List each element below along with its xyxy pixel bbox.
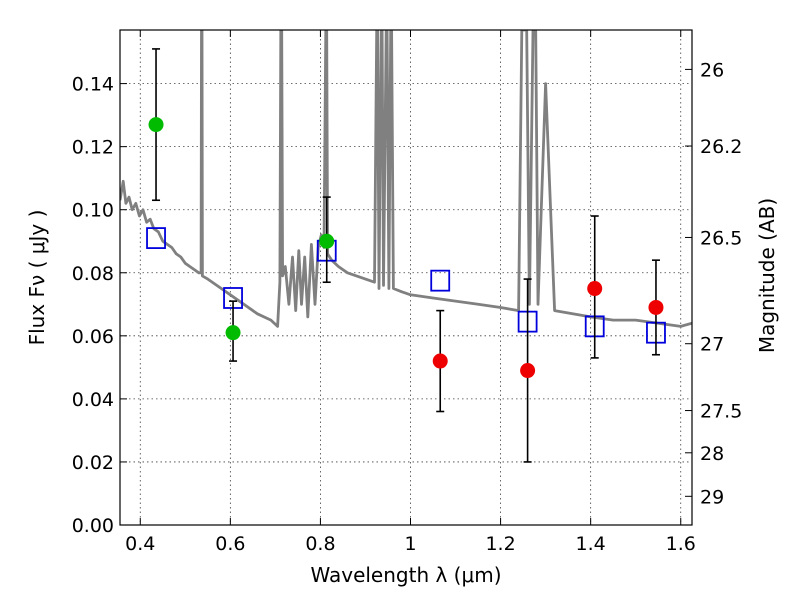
red-data-point bbox=[587, 281, 603, 297]
y-tick-label: 0.06 bbox=[72, 326, 114, 348]
x-tick-label: 0.4 bbox=[125, 533, 155, 555]
y-tick-label: 0.00 bbox=[72, 515, 114, 537]
y-tick-label: 0.02 bbox=[72, 452, 114, 474]
red-data-point bbox=[432, 353, 448, 369]
right-axis-tick-label: 27 bbox=[700, 334, 724, 356]
model-flux-square bbox=[430, 269, 451, 292]
right-axis-tick-label: 26.2 bbox=[700, 136, 742, 158]
right-axis-tick-label: 28 bbox=[700, 443, 724, 465]
x-tick-label: 0.8 bbox=[305, 533, 335, 555]
green-data-point bbox=[148, 117, 164, 133]
y-axis-title: Flux Fν ( μJy ) bbox=[25, 210, 49, 346]
x-tick-label: 1.6 bbox=[666, 533, 696, 555]
x-tick-label: 1 bbox=[404, 533, 416, 555]
axis-ticks: 0.4 0.6 0.8 1 1.2 1.4 1.6 0.00 0.02 0.04 0.06 0.08 0… bbox=[72, 30, 742, 555]
photometry-points bbox=[146, 48, 666, 463]
red-data-point bbox=[648, 299, 664, 315]
red-data-point bbox=[520, 363, 536, 379]
grid-lines bbox=[120, 30, 692, 526]
x-tick-label: 0.6 bbox=[215, 533, 245, 555]
y-tick-label: 0.12 bbox=[72, 137, 114, 159]
sed-model-line bbox=[120, 30, 692, 328]
plot-frame bbox=[119, 29, 693, 526]
model-flux-square bbox=[146, 227, 166, 249]
green-data-point bbox=[225, 325, 241, 341]
green-data-point bbox=[319, 233, 335, 249]
x-axis-title: Wavelength λ (μm) bbox=[310, 563, 501, 587]
right-axis-title: Magnitude (AB) bbox=[755, 198, 779, 353]
x-tick-label: 1.4 bbox=[576, 533, 606, 555]
y-tick-label: 0.04 bbox=[72, 389, 114, 411]
y-tick-label: 0.08 bbox=[72, 263, 114, 285]
right-axis-tick-label: 29 bbox=[700, 486, 724, 508]
y-tick-label: 0.14 bbox=[72, 74, 114, 96]
right-axis-tick-label: 26.5 bbox=[700, 227, 742, 249]
y-tick-label: 0.10 bbox=[72, 200, 114, 222]
sed-model-spectrum bbox=[120, 30, 692, 328]
x-tick-label: 1.2 bbox=[485, 533, 515, 555]
right-axis-tick-label: 26 bbox=[700, 59, 724, 81]
right-axis-tick-label: 27.5 bbox=[700, 401, 742, 423]
